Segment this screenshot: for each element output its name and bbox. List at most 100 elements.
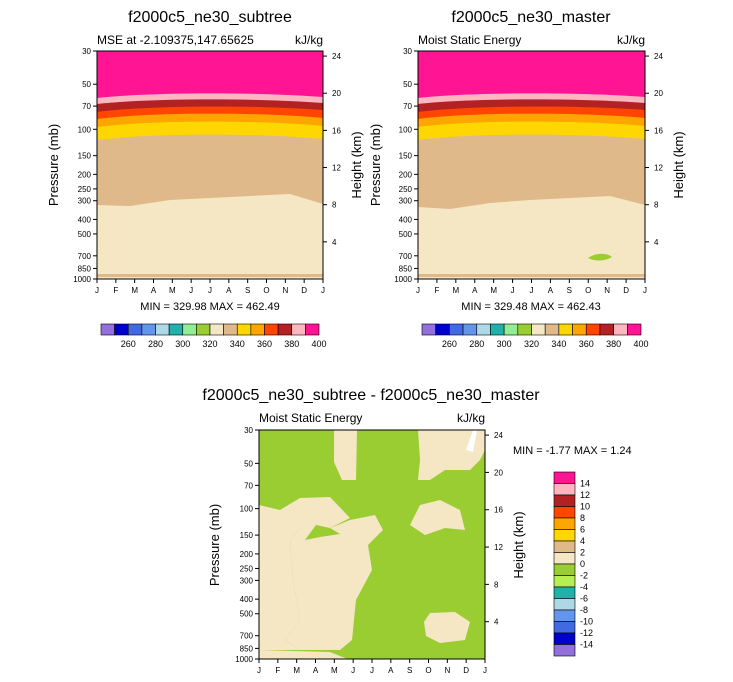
colorbar-swatch (558, 323, 573, 336)
panel-master-units: kJ/kg (617, 33, 645, 47)
colorbar-label: 12 (580, 490, 590, 500)
pressure-tick-label: 30 (403, 47, 412, 56)
month-tick-label: J (189, 286, 193, 295)
colorbar-swatch (627, 323, 642, 336)
pressure-tick-label: 250 (399, 185, 413, 194)
height-tick-label: 12 (332, 164, 341, 173)
colorbar-swatch (168, 323, 184, 336)
colorbar-swatch (553, 644, 576, 657)
height-tick-label: 8 (494, 580, 499, 589)
panel-subtree-units: kJ/kg (295, 33, 323, 47)
month-tick-label: F (113, 286, 118, 295)
fill-400-band (418, 51, 645, 98)
panel-difference-title: f2000c5_ne30_subtree - f2000c5_ne30_mast… (202, 387, 540, 404)
month-tick-label: A (388, 666, 394, 675)
colorbar-swatch (531, 323, 546, 336)
month-tick-label: J (416, 286, 420, 295)
month-tick-label: M (452, 286, 459, 295)
pressure-tick-label: 50 (244, 459, 253, 468)
pressure-tick-label: 400 (78, 215, 92, 224)
colorbar-label: 320 (202, 339, 217, 349)
month-tick-label: J (483, 666, 487, 675)
colorbar-swatch (155, 323, 170, 336)
colorbar-swatch (250, 323, 265, 336)
height-tick-label: 12 (494, 543, 503, 552)
fill-near-zero-spike (466, 430, 477, 452)
month-tick-label: O (585, 286, 591, 295)
pressure-tick-label: 30 (244, 426, 253, 435)
panel-difference-ylabel: Pressure (mb) (207, 504, 222, 586)
fill-positive-lower-right (424, 612, 470, 643)
panel-master-stats: MIN = 329.48 MAX = 462.43 (461, 301, 600, 313)
panel-subtree-ylabel-right: Height (km) (349, 131, 364, 198)
panel-subtree-subtitle: MSE at -2.109375,147.65625 (97, 33, 254, 47)
colorbar-swatch (544, 323, 560, 336)
height-tick-label: 4 (332, 238, 337, 247)
colorbar-swatch (141, 323, 156, 336)
panel-difference: f2000c5_ne30_subtree - f2000c5_ne30_mast… (202, 387, 631, 675)
pressure-tick-label: 70 (244, 481, 253, 490)
colorbar-swatch (553, 483, 576, 496)
month-tick-label: D (623, 286, 629, 295)
colorbar-swatch (572, 323, 587, 336)
panel-master: f2000c5_ne30_master Moist Static Energy … (368, 9, 686, 349)
panel-difference-units: kJ/kg (457, 411, 485, 425)
colorbar-label: 280 (148, 339, 163, 349)
pressure-tick-label: 300 (78, 197, 92, 206)
colorbar-label: 6 (580, 525, 585, 535)
colorbar-swatch (553, 621, 576, 634)
fill-400-band (97, 51, 323, 98)
pressure-tick-label: 250 (240, 564, 254, 573)
panel-difference-contours (259, 430, 485, 659)
height-tick-label: 24 (654, 52, 663, 61)
panel-master-contours (418, 51, 645, 279)
colorbar-swatch (599, 323, 614, 336)
fill-330-blob (588, 253, 612, 261)
colorbar-label: -6 (580, 594, 588, 604)
panel-subtree-colorbar: 260 280 300 320 340 360 380 400 (100, 323, 327, 349)
pressure-tick-label: 200 (240, 550, 254, 559)
panel-master-axes: 30 50 70 100 150 200 250 300 400 500 700 850 1000 24 2… (394, 47, 663, 295)
panel-subtree-stats: MIN = 329.98 MAX = 462.49 (140, 301, 279, 313)
fill-negative-patch (305, 525, 340, 540)
pressure-tick-label: 150 (399, 152, 413, 161)
panel-master-colorbar: 260 280 300 320 340 360 380 400 (421, 323, 649, 349)
colorbar-label: 340 (230, 339, 245, 349)
fill-positive-right (410, 500, 465, 535)
pressure-tick-label: 50 (403, 80, 412, 89)
pressure-tick-label: 400 (240, 595, 254, 604)
fill-surface-band (418, 274, 645, 277)
colorbar-swatch (100, 323, 115, 336)
panel-difference-stats: MIN = -1.77 MAX = 1.24 (513, 445, 632, 457)
colorbar-swatch (553, 632, 576, 645)
pressure-tick-label: 700 (399, 252, 413, 261)
pressure-tick-label: 1000 (235, 655, 253, 664)
month-tick-label: A (313, 666, 319, 675)
fill-surface-band (97, 274, 323, 277)
panel-subtree-contours (97, 51, 323, 279)
panel-master-ylabel-right: Height (km) (671, 131, 686, 198)
colorbar-label: 360 (579, 339, 594, 349)
pressure-tick-label: 1000 (73, 275, 91, 284)
colorbar-swatch (490, 323, 505, 336)
colorbar-label: 260 (121, 339, 136, 349)
pressure-tick-label: 100 (240, 505, 254, 514)
colorbar-swatch (553, 506, 576, 519)
fill-positive-region (259, 430, 485, 650)
pressure-tick-label: 200 (78, 170, 92, 179)
panel-subtree-axes: 30 50 70 100 150 200 250 300 400 500 700 850 1000 24 2… (73, 47, 341, 295)
pressure-tick-label: 700 (78, 252, 92, 261)
pressure-tick-label: 200 (399, 170, 413, 179)
colorbar-label: 2 (580, 548, 585, 558)
colorbar-label: -8 (580, 605, 588, 615)
colorbar-swatch (277, 323, 293, 336)
pressure-tick-label: 850 (399, 264, 413, 273)
month-tick-label: M (331, 666, 338, 675)
pressure-tick-label: 30 (82, 47, 91, 56)
month-tick-label: F (275, 666, 280, 675)
height-tick-label: 20 (494, 468, 503, 477)
colorbar-swatch (223, 323, 238, 336)
height-tick-label: 12 (654, 164, 663, 173)
height-tick-label: 4 (654, 238, 659, 247)
